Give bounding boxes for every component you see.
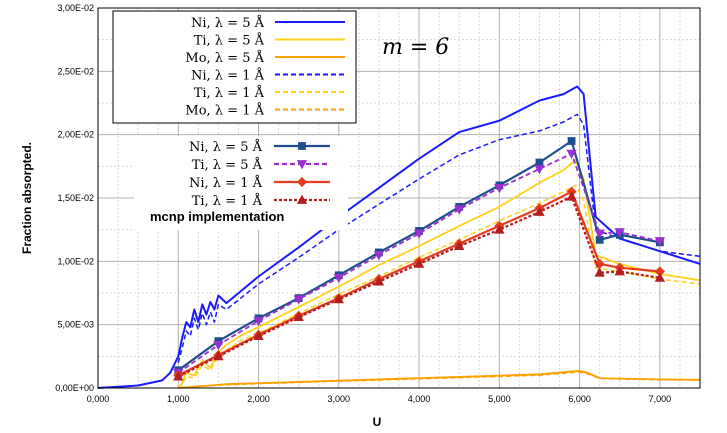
series-line-ni5 [97,85,701,389]
plot-frame [97,7,701,389]
data-point-mcti5 [413,229,425,239]
data-point-mcti5 [654,237,666,247]
data-point-mcti5 [566,149,577,159]
legend-entry-marker [296,194,308,204]
legend-entry-marker [296,160,308,170]
legend-mcnp-title: mcnp implementation [150,209,284,224]
legend-entry-label: Ni, λ = 5 Å [191,15,265,31]
data-point-mcti1 [454,240,465,251]
data-point-mcti5 [293,295,304,305]
data-point-mcti1 [293,311,304,321]
data-point-mcti1 [213,351,224,361]
legend-mcnp: Ni, λ = 5 Å Ti, λ = 5 Å Ni, λ = 1 Å Ti, λ =… [134,136,348,230]
x-tick-label: 1,000 [167,394,190,404]
data-point-mcti5 [494,183,505,194]
data-point-mcti5 [614,228,625,238]
data-point-mcni5 [567,137,576,145]
series-line-ni1 [177,113,701,363]
series-line-mcti5 [177,152,661,374]
legend-entry-label: Ni, λ = 5 Å [189,139,263,155]
y-tick-label: 1,00E-02 [57,256,94,266]
data-point-mcti1 [333,294,344,304]
y-tick-label: 2,00E-02 [57,130,94,140]
legend-entry-label: Ni, λ = 1 Å [189,175,263,191]
series-ni1 [177,113,701,363]
legend-entry-label: Ti, λ = 1 Å [194,85,265,101]
x-tick-label: 6,000 [568,394,591,404]
legend-entry-label: Ti, λ = 5 Å [194,33,265,49]
series-layer [97,85,701,389]
series-line-mo1 [178,371,701,389]
m-annotation: m = 6 [382,35,449,60]
data-point-mcti1 [494,224,505,234]
series-mo1 [178,371,701,389]
y-tick-label: 1,50E-02 [57,193,94,203]
data-point-mcti5 [333,273,344,284]
series-mcti5 [173,149,666,379]
legend-analytic-box [112,10,357,124]
legend-analytic: Ni, λ = 5 Å Ti, λ = 5 ÅMo, λ = 5 Å Ni, λ =… [112,10,357,124]
data-point-mcti1 [534,206,545,216]
x-tick-label: 3,000 [328,394,351,404]
data-point-mcti1 [413,258,425,268]
y-tick-label: 0,00E+00 [55,383,94,393]
series-line-mcti1 [177,195,661,378]
data-point-mcti5 [253,316,264,327]
legend-entry-label: Mo, λ = 1 Å [185,103,264,119]
series-ni5 [97,85,701,389]
y-axis-label: Fraction absorpted. [20,142,34,254]
x-tick-label: 7,000 [649,394,672,404]
series-mcti1 [173,191,666,381]
data-point-mcti1 [654,272,666,282]
y-tick-label: 3,00E-02 [57,3,94,13]
data-point-mcti1 [173,371,184,381]
series-line-mcni1 [177,190,661,377]
legend-entry-label: Ti, λ = 5 Å [192,157,263,173]
data-point-mcti5 [594,229,605,239]
data-point-mcti1 [614,266,625,276]
x-axis-label: U [373,415,382,429]
data-point-mcti5 [454,205,465,215]
tick-labels: 0,000 1,000 2,000 3,000 4,000 5,000 6,000 7,000… [55,3,671,404]
data-point-mcti5 [373,251,385,261]
y-tick-label: 2,50E-02 [57,66,94,76]
data-point-mcti1 [373,276,385,286]
x-tick-label: 5,000 [488,394,511,404]
series-line-ti1 [177,184,701,389]
y-tick-label: 5,00E-03 [57,320,94,330]
series-ti1 [177,184,701,389]
legend-entry-label: Ni, λ = 1 Å [191,68,265,84]
x-tick-label: 0,000 [87,394,110,404]
series-line-mcni5 [177,139,661,372]
legend-entry-marker [298,142,306,150]
legend-entry-label: Ti, λ = 1 Å [192,193,263,209]
data-point-mcti5 [534,164,545,175]
data-point-mcti1 [594,267,605,277]
data-point-mcti1 [566,191,577,201]
data-point-mcti5 [213,341,224,351]
data-point-mcti1 [253,330,264,340]
x-tick-label: 2,000 [247,394,270,404]
x-tick-label: 4,000 [408,394,431,404]
legend-entry-label: Mo, λ = 5 Å [185,50,264,66]
legend-entry-marker [296,176,308,188]
